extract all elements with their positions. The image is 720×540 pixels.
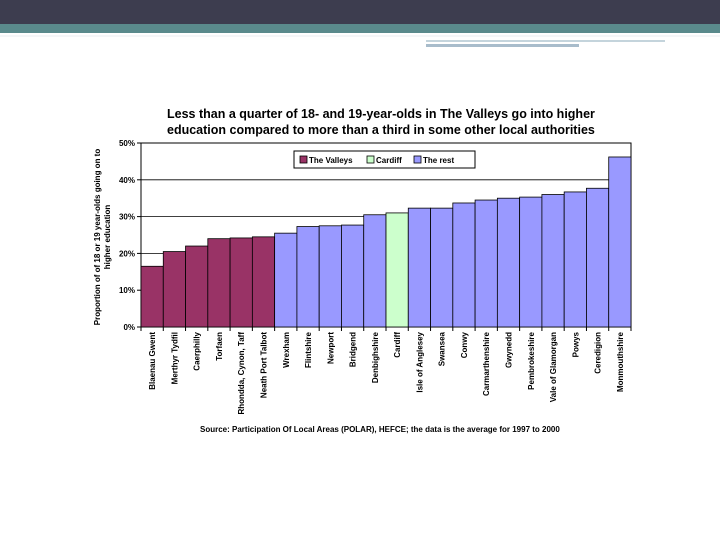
bar — [162, 251, 186, 328]
x-tick-label: Ceredigion — [594, 332, 603, 374]
x-tick-label: Conwy — [460, 331, 469, 358]
legend-swatch — [299, 155, 308, 164]
y-tick-label: 30% — [119, 213, 135, 222]
legend-box — [293, 150, 476, 169]
bar — [563, 191, 587, 328]
x-tick-label: Powys — [571, 331, 580, 357]
x-tick-label: Pembrokeshire — [527, 331, 536, 389]
y-axis-label: Proportion of of 18 or 19 year-olds goin… — [93, 149, 112, 326]
chart-title-line-1: Less than a quarter of 18- and 19-year-o… — [167, 107, 595, 121]
bars — [140, 156, 632, 328]
x-tick-label: Swansea — [438, 331, 447, 366]
bar — [363, 214, 387, 328]
x-tick-label: Bridgend — [349, 332, 358, 367]
bar — [251, 236, 276, 328]
y-axis-ticks: 0% 10% 20% 30% 40% 50% — [119, 139, 141, 332]
x-tick-label: Wrexham — [282, 332, 291, 368]
x-tick-label: Newport — [326, 332, 335, 364]
bar — [274, 232, 298, 328]
x-tick-label: Torfaen — [215, 332, 224, 361]
bar — [452, 202, 476, 328]
legend-label: The rest — [423, 156, 454, 165]
y-tick-label: 0% — [123, 323, 135, 332]
x-tick-label: Merthyr Tydfil — [170, 332, 179, 384]
slide-teal-band — [0, 24, 720, 33]
x-tick-label: Carmarthenshire — [482, 331, 491, 396]
y-tick-label: 50% — [119, 139, 135, 148]
legend: The Valleys Cardiff The rest — [293, 150, 476, 169]
bar — [140, 265, 164, 328]
bar — [341, 224, 365, 328]
y-axis-label-line-2: higher education — [103, 205, 112, 270]
bar — [586, 187, 610, 328]
slide-decoration — [0, 35, 720, 47]
bar — [185, 245, 209, 328]
legend-label: Cardiff — [376, 156, 402, 165]
y-tick-label: 10% — [119, 286, 135, 295]
bar — [519, 196, 543, 328]
legend-swatch — [413, 155, 422, 164]
x-tick-label: Neath Port Talbot — [260, 332, 269, 398]
x-tick-label: Rhondda, Cynon, Taff — [237, 332, 246, 415]
x-tick-label: Cardiff — [393, 332, 402, 358]
x-tick-label: Vale of Glamorgan — [549, 332, 558, 402]
bar — [318, 225, 342, 328]
chart-title-line-2: education compared to more than a third … — [167, 123, 595, 137]
source-note: Source: Participation Of Local Areas (PO… — [200, 425, 560, 434]
slide-top-bar — [0, 0, 720, 24]
bar — [385, 212, 409, 328]
x-tick-label: Caerphilly — [193, 331, 202, 370]
bar — [229, 237, 253, 328]
bar — [474, 199, 498, 328]
y-tick-label: 20% — [119, 249, 135, 258]
x-tick-label: Flintshire — [304, 331, 313, 368]
x-tick-label: Denbighshire — [371, 331, 380, 383]
y-axis-label-line-1: Proportion of of 18 or 19 year-olds goin… — [93, 149, 102, 326]
legend-swatch — [366, 155, 375, 164]
legend-label: The Valleys — [309, 156, 353, 165]
x-tick-label: Isle of Anglesey — [415, 331, 424, 392]
bar — [207, 238, 231, 328]
x-axis-ticks: Blaenau Gwent Merthyr Tydfil Caerphilly Tor… — [140, 327, 632, 415]
x-tick-label: Blaenau Gwent — [148, 332, 157, 390]
bar — [430, 207, 454, 328]
bar — [541, 194, 565, 328]
y-tick-label: 40% — [119, 176, 135, 185]
bar — [496, 197, 521, 328]
x-tick-label: Monmouthshire — [616, 331, 625, 392]
bar — [608, 156, 632, 328]
x-tick-label: Gwynedd — [505, 332, 514, 368]
bar — [296, 226, 320, 328]
bar — [407, 207, 431, 328]
